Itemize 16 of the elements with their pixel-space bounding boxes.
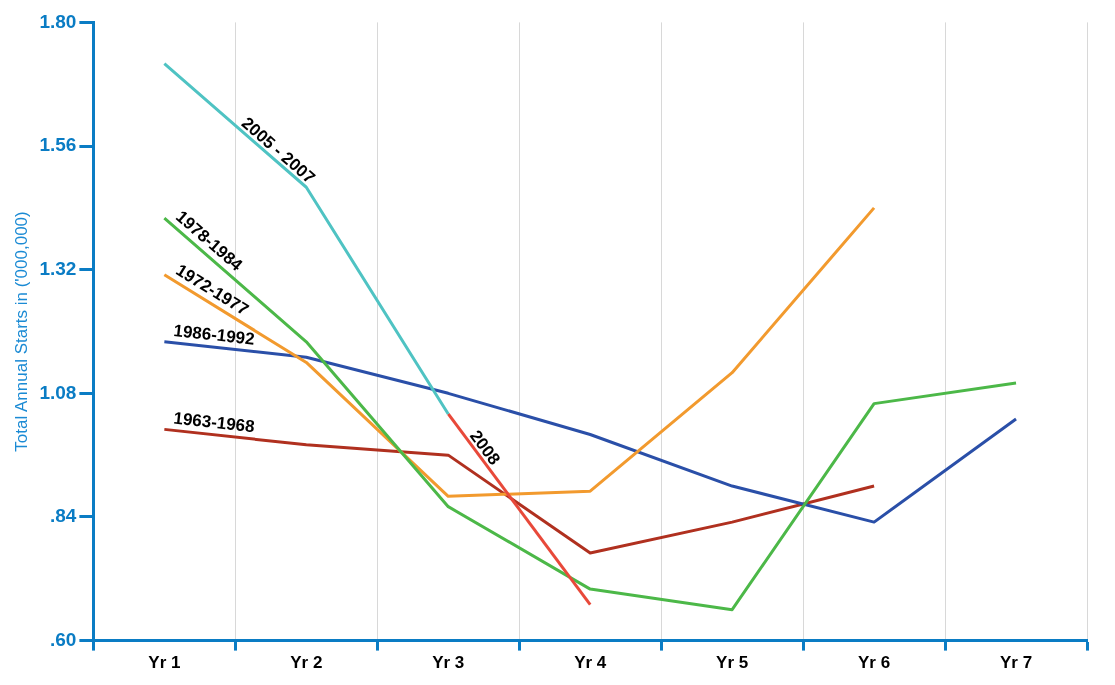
x-tick-label: Yr 7: [999, 653, 1033, 673]
y-axis-title: Total Annual Starts in ('000,000): [11, 211, 31, 452]
x-tick-label: Yr 2: [290, 653, 323, 673]
y-tick-label: .84: [49, 505, 77, 527]
y-tick-label: 1.32: [39, 257, 77, 279]
y-tick-label: 1.80: [39, 10, 77, 32]
x-tick-label: Yr 5: [716, 653, 749, 673]
y-tick-label: .60: [49, 628, 77, 650]
y-tick-label: 1.56: [39, 134, 77, 156]
x-tick-label: Yr 6: [858, 653, 891, 673]
text: 1986-1992: [172, 320, 256, 349]
text: 1963-1968: [172, 408, 256, 437]
x-tick-label: Yr 4: [574, 653, 607, 673]
x-tick-label: Yr 3: [432, 653, 465, 673]
x-tick-label: Yr 1: [148, 653, 181, 673]
y-tick-label: 1.08: [39, 381, 77, 403]
